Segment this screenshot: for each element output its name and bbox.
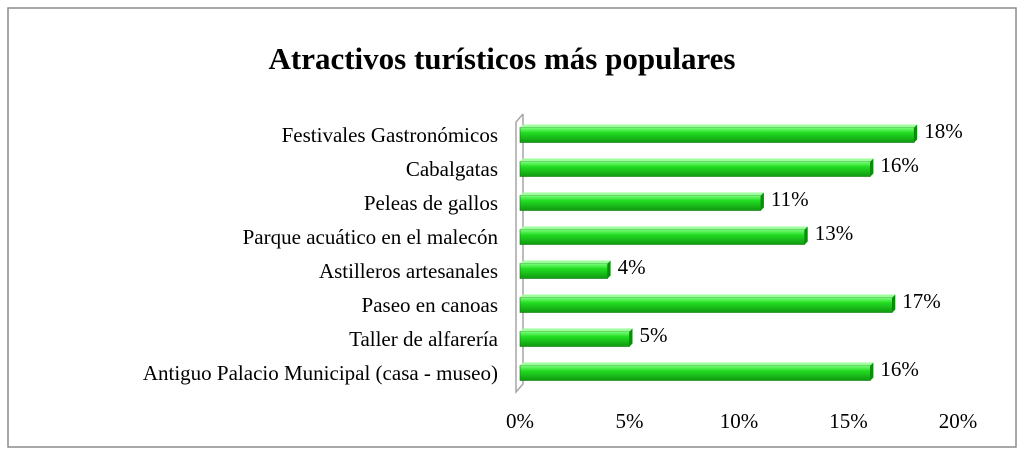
bar-side	[760, 192, 764, 211]
bar	[519, 195, 762, 211]
value-label: 16%	[880, 357, 919, 381]
bar-top	[520, 124, 918, 128]
bar-side	[870, 362, 874, 381]
value-label: 18%	[924, 119, 963, 143]
x-tick-label: 10%	[720, 409, 759, 433]
bar	[519, 263, 608, 279]
y-tick-label: Peleas de gallos	[364, 191, 498, 215]
bar-top	[520, 192, 764, 196]
y-tick-label: Paseo en canoas	[362, 293, 498, 317]
y-tick-label: Taller de alfarería	[349, 327, 499, 351]
y-tick-label: Parque acuático en el malecón	[243, 225, 499, 249]
axis-wall	[515, 113, 524, 394]
y-tick-label: Astilleros artesanales	[319, 259, 498, 283]
bar-top	[520, 226, 808, 230]
bar-top	[520, 260, 611, 264]
value-label: 16%	[880, 153, 919, 177]
bar	[519, 365, 871, 381]
bar-side	[892, 294, 896, 313]
bar-side	[870, 158, 874, 177]
bar	[519, 331, 630, 347]
bar	[519, 229, 806, 245]
bar-side	[914, 124, 918, 143]
value-label: 11%	[771, 187, 809, 211]
y-tick-label: Festivales Gastronómicos	[282, 123, 498, 147]
bar	[519, 161, 871, 177]
bar-top	[520, 328, 633, 332]
x-tick-label: 15%	[829, 409, 868, 433]
value-label: 4%	[618, 255, 646, 279]
value-label: 17%	[902, 289, 941, 313]
bar-side	[607, 260, 611, 279]
y-tick-label: Cabalgatas	[406, 157, 498, 181]
y-tick-label: Antiguo Palacio Municipal (casa - museo)	[143, 361, 498, 385]
x-tick-label: 0%	[506, 409, 534, 433]
chart-title: Atractivos turísticos más populares	[269, 41, 736, 76]
bar-top	[520, 362, 874, 366]
x-tick-label: 5%	[616, 409, 644, 433]
bar-top	[520, 294, 896, 298]
bar-side	[629, 328, 633, 347]
bar-top	[520, 158, 874, 162]
bar	[519, 297, 893, 313]
bar	[519, 127, 915, 143]
x-tick-label: 20%	[939, 409, 978, 433]
value-label: 5%	[640, 323, 668, 347]
bar-side	[804, 226, 808, 245]
value-label: 13%	[815, 221, 854, 245]
